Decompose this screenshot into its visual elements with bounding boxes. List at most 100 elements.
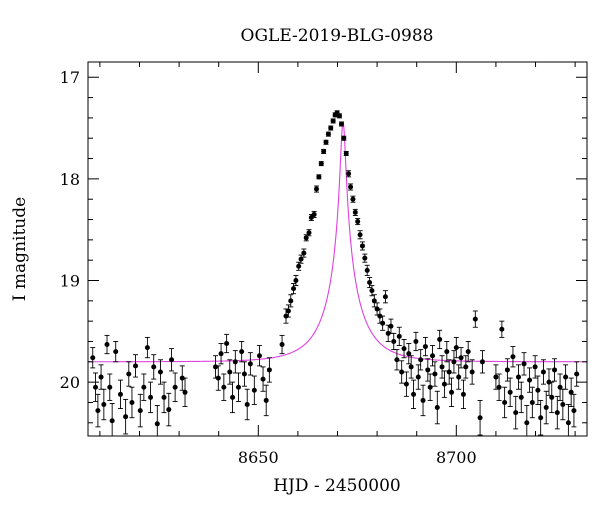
data-point	[266, 357, 272, 383]
data-point	[113, 341, 119, 363]
data-point	[504, 358, 510, 382]
data-point	[279, 334, 285, 355]
data-point	[330, 118, 336, 124]
data-point	[123, 398, 129, 435]
data-point	[444, 341, 450, 363]
data-point	[502, 386, 508, 419]
data-point	[341, 135, 347, 141]
data-point	[364, 264, 370, 276]
data-point	[425, 358, 431, 382]
data-point	[151, 354, 157, 380]
data-point	[95, 393, 101, 428]
data-point	[325, 131, 331, 137]
data-point	[221, 373, 227, 401]
data-point	[394, 349, 400, 371]
data-point	[388, 318, 394, 334]
data-point	[296, 261, 302, 271]
data-point	[350, 195, 356, 203]
data-point	[314, 185, 320, 193]
data-point	[355, 218, 361, 226]
data-point	[415, 364, 421, 390]
data-point	[406, 343, 412, 365]
data-point	[369, 285, 375, 297]
data-point	[557, 373, 563, 401]
data-point	[306, 229, 312, 237]
data-point	[391, 332, 397, 351]
data-point	[469, 359, 475, 385]
data-point	[288, 294, 294, 308]
data-point	[367, 277, 373, 289]
data-point	[321, 148, 327, 154]
data-point	[521, 352, 527, 376]
data-point	[169, 348, 175, 372]
data-point	[540, 359, 546, 385]
model-curve	[88, 121, 587, 363]
data-point	[513, 395, 519, 430]
x-tick-label: 8700	[436, 448, 477, 467]
data-point	[157, 359, 163, 385]
data-point	[385, 324, 391, 342]
data-point	[413, 331, 419, 352]
data-point	[346, 170, 352, 178]
data-point	[571, 393, 577, 428]
data-point	[430, 345, 436, 367]
data-point	[524, 405, 530, 436]
data-point	[554, 395, 560, 430]
data-point	[449, 377, 455, 407]
data-point	[348, 183, 354, 191]
data-point	[377, 308, 383, 324]
data-point	[117, 379, 123, 410]
data-point	[427, 373, 433, 401]
data-point	[352, 208, 358, 216]
data-point	[403, 371, 409, 397]
data-point	[179, 365, 185, 391]
data-point	[301, 248, 307, 258]
model-curve-layer	[88, 121, 587, 363]
data-point	[411, 379, 417, 410]
data-point	[263, 384, 269, 417]
data-point	[552, 358, 558, 382]
data-point	[463, 355, 469, 379]
data-point	[362, 253, 368, 263]
data-point	[479, 350, 485, 374]
data-point	[126, 361, 132, 387]
data-point	[316, 174, 322, 180]
data-point	[336, 113, 342, 119]
data-point	[465, 341, 471, 363]
data-point	[472, 310, 478, 328]
data-point	[133, 354, 139, 378]
data-point	[401, 339, 407, 359]
data-point	[371, 294, 377, 308]
data-point	[218, 343, 224, 365]
data-point	[446, 359, 452, 385]
data-point	[239, 341, 245, 363]
data-point	[101, 388, 107, 421]
data-point	[408, 355, 414, 379]
data-point	[338, 121, 344, 127]
data-point	[458, 347, 464, 369]
data-point	[399, 360, 405, 384]
x-axis-label: HJD - 2450000	[273, 476, 401, 496]
data-point	[182, 377, 188, 407]
data-point	[154, 405, 160, 436]
data-point	[141, 373, 147, 401]
data-point	[563, 364, 569, 390]
data-point	[515, 364, 521, 390]
data-point	[396, 326, 402, 346]
data-point	[323, 139, 329, 145]
data-point	[560, 388, 566, 421]
x-tick-label: 8650	[238, 448, 279, 467]
data-point	[499, 320, 505, 338]
data-point	[90, 347, 96, 369]
data-point	[311, 210, 317, 218]
y-axis-label: I magnitude	[10, 197, 30, 301]
data-point	[172, 372, 178, 402]
data-point	[549, 381, 555, 414]
data-point	[565, 404, 571, 436]
data-point	[359, 241, 365, 251]
data-point	[357, 230, 363, 240]
y-tick-label: 17	[60, 68, 80, 87]
data-point	[232, 350, 238, 374]
data-point	[256, 345, 262, 367]
